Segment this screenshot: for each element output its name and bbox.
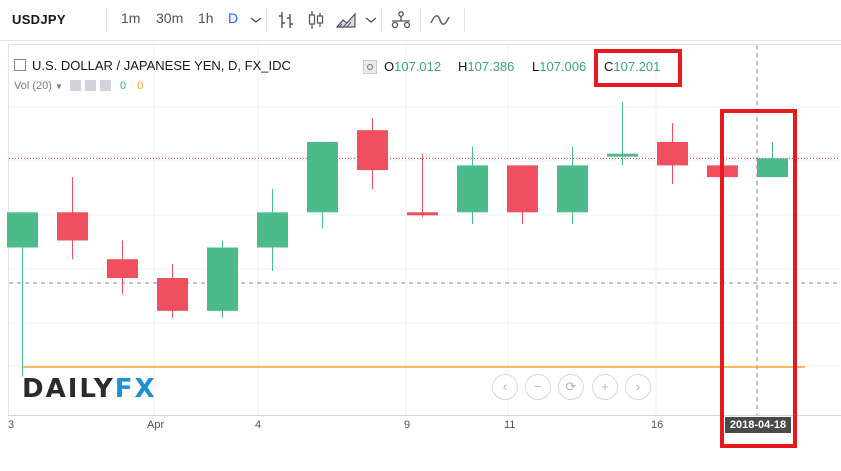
eye-icon[interactable] [363,60,377,74]
close-value-highlight [594,49,682,87]
ohlc-open: O107.012 [384,59,442,74]
candle-style-icon[interactable] [304,8,328,32]
x-tick: Apr [147,419,165,431]
zoom-out-button[interactable]: − [525,374,551,400]
scroll-right-button[interactable]: › [625,374,651,400]
toolbar-divider [266,8,267,32]
last-candle-highlight [720,109,797,448]
eye-icon[interactable] [69,80,81,91]
symbol-search[interactable]: USDJPY [12,8,107,32]
crosshair-date-label: 2018-04-18 [725,417,791,433]
toolbar-divider [464,8,465,32]
volume-legend: Vol (20) ▼ 0 0 [14,80,143,92]
interval-1m[interactable]: 1m [121,10,141,26]
close-icon[interactable] [99,80,111,91]
high-value: 107.386 [467,59,515,74]
toolbar-divider [420,8,421,32]
volume-label: Vol (20) [14,80,52,92]
area-style-icon[interactable] [334,8,358,32]
settings-icon[interactable] [84,80,96,91]
series-title: U.S. DOLLAR / JAPANESE YEN, D, FX_IDC [32,58,291,73]
chevron-down-icon[interactable] [244,8,268,32]
scroll-left-button[interactable]: ‹ [492,374,518,400]
low-value: 107.006 [539,59,587,74]
x-tick: 3 [8,419,15,431]
chart-pane[interactable] [8,44,841,419]
interval-1h[interactable]: 1h [198,10,214,26]
ohlc-low: L107.006 [532,59,587,74]
time-axis[interactable] [8,415,841,435]
x-tick: 9 [404,419,411,431]
volume-value-2: 0 [137,80,144,92]
reset-button[interactable]: ⟳ [558,374,584,400]
close-value: 107.201 [613,59,661,74]
zoom-in-button[interactable]: + [592,374,618,400]
volume-value-1: 0 [120,80,127,92]
dailyfx-logo: DAILYFX [22,374,157,404]
symbol-label: USDJPY [12,12,66,27]
indicators-icon[interactable] [428,8,452,32]
interval-30m[interactable]: 30m [156,10,184,26]
ohlc-high: H107.386 [458,59,515,74]
open-value: 107.012 [394,59,442,74]
chevron-down-icon[interactable]: ▼ [54,82,63,91]
collapse-legend-icon[interactable] [14,59,26,71]
x-tick: 16 [651,419,664,431]
bar-style-icon[interactable] [274,8,298,32]
compare-icon[interactable] [389,8,413,32]
interval-d[interactable]: D [228,10,239,26]
chevron-down-icon[interactable] [359,8,383,32]
toolbar-divider [381,8,382,32]
x-tick: 11 [504,419,516,431]
ohlc-close: C107.201 [604,59,661,74]
x-tick: 4 [255,419,262,431]
chart-legend: U.S. DOLLAR / JAPANESE YEN, D, FX_IDC [14,58,291,73]
